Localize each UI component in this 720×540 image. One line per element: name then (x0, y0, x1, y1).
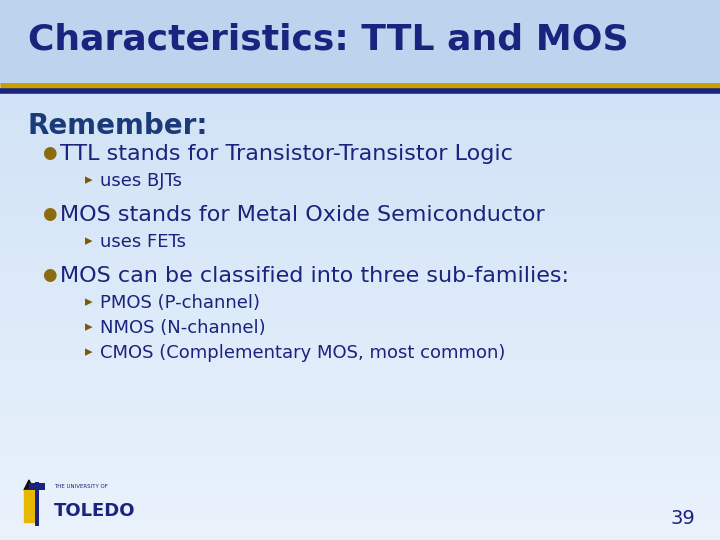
Text: ▸: ▸ (85, 233, 93, 248)
Text: PMOS (P-channel): PMOS (P-channel) (100, 294, 260, 312)
FancyBboxPatch shape (35, 482, 39, 526)
FancyBboxPatch shape (0, 0, 720, 85)
FancyBboxPatch shape (29, 483, 45, 490)
Text: MOS stands for Metal Oxide Semiconductor: MOS stands for Metal Oxide Semiconductor (60, 205, 545, 225)
Text: CMOS (Complementary MOS, most common): CMOS (Complementary MOS, most common) (100, 344, 505, 362)
Text: uses FETs: uses FETs (100, 233, 186, 251)
Text: ●: ● (42, 144, 56, 162)
Text: Remember:: Remember: (28, 112, 209, 140)
Text: ●: ● (42, 266, 56, 284)
Text: ▸: ▸ (85, 294, 93, 309)
Text: TTL stands for Transistor-Transistor Logic: TTL stands for Transistor-Transistor Log… (60, 144, 513, 164)
Text: 39: 39 (670, 509, 695, 528)
Polygon shape (24, 490, 34, 522)
Polygon shape (24, 480, 34, 490)
Text: Characteristics: TTL and MOS: Characteristics: TTL and MOS (28, 23, 629, 57)
Text: THE UNIVERSITY OF: THE UNIVERSITY OF (54, 484, 108, 489)
Text: MOS can be classified into three sub-families:: MOS can be classified into three sub-fam… (60, 266, 569, 286)
Text: NMOS (N-channel): NMOS (N-channel) (100, 319, 266, 337)
Text: ●: ● (42, 205, 56, 223)
Text: ▸: ▸ (85, 319, 93, 334)
Text: TOLEDO: TOLEDO (54, 502, 135, 520)
Text: ▸: ▸ (85, 172, 93, 187)
Text: uses BJTs: uses BJTs (100, 172, 182, 190)
Text: ▸: ▸ (85, 344, 93, 359)
